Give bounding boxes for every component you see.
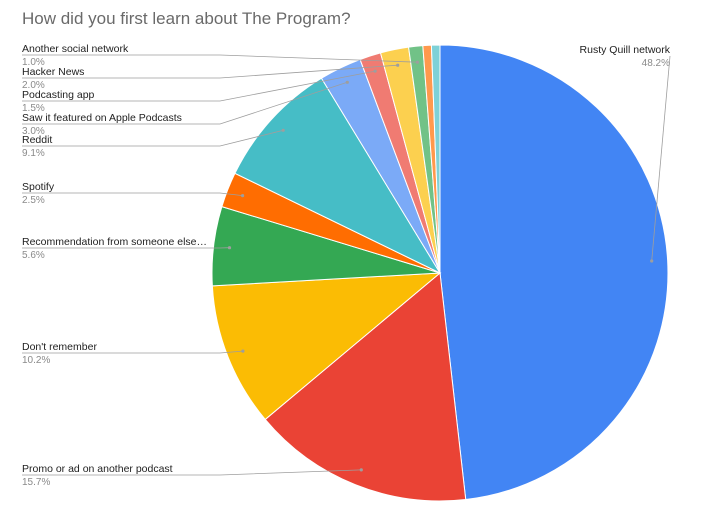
slice-label-7: Podcasting app: [22, 89, 95, 101]
pie-slice-5: [234, 77, 442, 275]
pie-slice-1: [264, 272, 467, 502]
slice-value-label-8: 2.0%: [22, 80, 45, 91]
leader-lines: [22, 54, 671, 476]
slice-value-label-1: 15.7%: [22, 477, 50, 488]
slice-label-8: Hacker News: [22, 66, 84, 78]
slice-label-3: Recommendation from someone else…: [22, 236, 207, 248]
leader-dot-9: [415, 60, 419, 64]
leader-dot-4: [241, 194, 245, 198]
slice-value-label-2: 10.2%: [22, 355, 50, 366]
slice-label-5: Reddit: [22, 134, 52, 146]
slice-label-6: Saw it featured on Apple Podcasts: [22, 112, 182, 124]
leader-dot-6: [345, 80, 349, 84]
leader-line-7: [22, 70, 376, 102]
slice-value-label-9: 1.0%: [22, 57, 45, 68]
slice-label-0: Rusty Quill network: [580, 44, 671, 56]
slice-label-1: Promo or ad on another podcast: [22, 463, 173, 475]
leader-line-5: [22, 129, 284, 147]
slice-value-label-6: 3.0%: [22, 126, 45, 137]
leader-line-0: [651, 55, 671, 262]
leader-dot-5: [281, 128, 285, 132]
leader-dot-8: [396, 63, 400, 67]
leader-dot-2: [241, 349, 245, 353]
leader-line-4: [22, 192, 243, 196]
pie-slice-0: [439, 44, 669, 501]
leader-dot-0: [650, 259, 654, 263]
leader-dot-1: [359, 468, 363, 472]
pie-slices: [211, 44, 669, 502]
slice-value-label-7: 1.5%: [22, 103, 45, 114]
leader-line-6: [22, 81, 348, 125]
slice-label-9: Another social network: [22, 43, 129, 55]
leader-line-1: [22, 469, 362, 476]
slice-value-label-0: 48.2%: [642, 58, 670, 69]
slice-label-4: Spotify: [22, 181, 55, 193]
leader-line-8: [22, 64, 398, 79]
leader-line-9: [22, 54, 418, 63]
leader-dot-3: [227, 246, 232, 250]
leader-line-2: [22, 350, 243, 354]
slice-label-2: Don't remember: [22, 341, 97, 353]
slice-value-label-4: 2.5%: [22, 195, 45, 206]
slice-value-label-5: 9.1%: [22, 148, 45, 159]
slice-labels: Rusty Quill network 48.2% Promo or ad on a…: [22, 43, 671, 488]
pie-slice-2: [211, 272, 442, 421]
pie-slice-11: [430, 44, 441, 274]
chart-title: How did you first learn about The Progra…: [22, 9, 351, 28]
slice-value-label-3: 5.6%: [22, 250, 45, 261]
leader-dot-7: [373, 69, 377, 73]
